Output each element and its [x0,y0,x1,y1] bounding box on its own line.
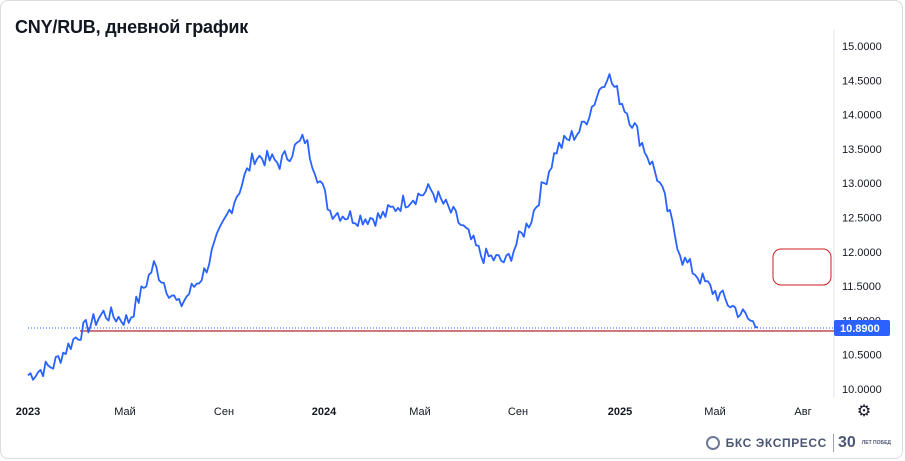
x-tick-label: Май [409,406,431,418]
y-tick-label: 14.0000 [842,110,882,122]
x-tick-label: Сен [508,406,528,418]
logo-years: 30 [832,434,856,452]
x-axis-ticks: 2023 Май Сен 2024 Май Сен 2025 Май Авг [16,406,812,418]
x-tick-label: 2024 [312,406,337,418]
y-tick-label: 10.0000 [842,384,882,396]
series-line-cny-rub [27,73,759,381]
x-tick-label: Сен [214,406,234,418]
y-tick-label: 13.0000 [842,178,882,190]
y-tick-label: 12.5000 [842,213,882,225]
logo-text: БКС ЭКСПРЕСС [725,436,827,450]
y-tick-label: 15.0000 [842,41,882,53]
y-tick-label: 11.5000 [842,281,881,293]
y-tick-label: 13.5000 [842,144,882,156]
gear-icon[interactable]: ⚙ [856,403,872,420]
bks-logo-icon [705,436,720,450]
y-tick-label: 10.5000 [842,350,882,362]
y-tick-label: 14.5000 [842,75,882,87]
annotation-box [772,248,832,286]
y-tick-label: 12.0000 [842,247,882,259]
last-price-label-bg [834,320,890,336]
y-axis-ticks: 15.0000 14.5000 14.0000 13.5000 13.0000 12.50… [842,41,882,396]
logo-years-sub: ЛЕТ ПОБЕД [861,439,891,446]
bks-logo: БКС ЭКСПРЕСС 30 ЛЕТ ПОБЕД [705,434,891,452]
x-tick-label: Май [114,406,136,418]
x-tick-label: Май [704,406,726,418]
x-tick-label: Авг [794,406,811,418]
x-tick-label: 2025 [608,406,632,418]
x-tick-label: 2023 [16,406,40,418]
last-price-label: 10.8900 [840,323,880,335]
chart-title: CNY/RUB, дневной график [15,17,249,37]
